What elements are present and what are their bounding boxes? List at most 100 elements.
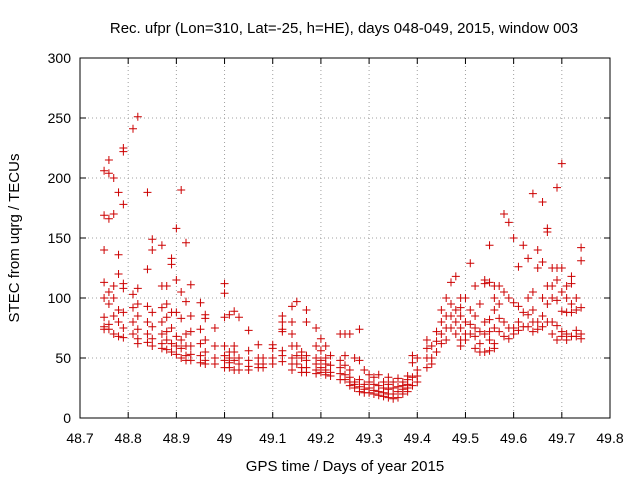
data-point bbox=[471, 312, 480, 320]
data-point bbox=[567, 272, 576, 281]
y-tick-label: 50 bbox=[55, 350, 71, 366]
data-point bbox=[471, 282, 480, 290]
data-point bbox=[456, 303, 465, 312]
data-point bbox=[210, 342, 219, 350]
data-point bbox=[162, 300, 171, 308]
data-point bbox=[548, 294, 557, 302]
data-point bbox=[509, 234, 518, 242]
data-point bbox=[557, 332, 566, 341]
data-point bbox=[408, 381, 417, 390]
data-point bbox=[577, 256, 586, 265]
data-point bbox=[350, 354, 359, 362]
data-point bbox=[567, 300, 576, 308]
data-point bbox=[524, 294, 533, 302]
data-point bbox=[129, 330, 137, 338]
data-point bbox=[543, 228, 552, 236]
data-point bbox=[321, 342, 330, 350]
x-tick-label: 49.1 bbox=[259, 430, 286, 446]
data-point bbox=[345, 330, 354, 338]
data-point bbox=[167, 324, 176, 332]
x-tick-label: 49.6 bbox=[500, 430, 527, 446]
data-point bbox=[172, 276, 181, 284]
data-point bbox=[437, 339, 446, 348]
data-point bbox=[538, 294, 547, 302]
data-point bbox=[509, 298, 518, 307]
data-point bbox=[394, 393, 402, 402]
data-point bbox=[196, 351, 205, 360]
data-point bbox=[480, 330, 489, 338]
data-point bbox=[129, 290, 137, 299]
data-point bbox=[302, 368, 311, 377]
data-point bbox=[230, 356, 239, 365]
data-point bbox=[451, 330, 460, 338]
data-point bbox=[451, 306, 460, 314]
data-point bbox=[447, 324, 455, 332]
data-point bbox=[350, 384, 359, 392]
data-point bbox=[288, 318, 296, 326]
data-point bbox=[572, 306, 581, 314]
data-point bbox=[485, 315, 494, 324]
data-point bbox=[182, 238, 190, 247]
data-point bbox=[177, 336, 186, 344]
data-point bbox=[254, 340, 263, 349]
data-point bbox=[302, 318, 311, 326]
data-point bbox=[475, 327, 484, 336]
data-point bbox=[572, 294, 581, 302]
data-point bbox=[143, 330, 152, 338]
x-tick-label: 49.3 bbox=[355, 430, 382, 446]
data-point bbox=[369, 390, 378, 398]
data-point bbox=[196, 339, 205, 348]
data-point bbox=[172, 342, 181, 350]
data-point bbox=[538, 198, 547, 206]
data-point bbox=[432, 327, 441, 336]
data-point bbox=[157, 303, 166, 312]
x-tick-label: 49 bbox=[217, 430, 233, 446]
data-point bbox=[157, 330, 166, 338]
data-point bbox=[148, 246, 157, 254]
data-point bbox=[432, 348, 441, 356]
data-point bbox=[316, 368, 325, 377]
data-point bbox=[562, 282, 571, 290]
data-point bbox=[220, 279, 229, 288]
data-point bbox=[143, 188, 152, 197]
data-point bbox=[365, 388, 374, 397]
data-point bbox=[528, 327, 537, 336]
data-point bbox=[336, 356, 345, 365]
data-point bbox=[485, 278, 494, 287]
data-point bbox=[471, 324, 480, 332]
data-point bbox=[475, 339, 484, 348]
data-point bbox=[312, 369, 321, 378]
data-point bbox=[355, 356, 364, 365]
data-point bbox=[355, 387, 364, 396]
data-point bbox=[133, 339, 142, 348]
data-point bbox=[148, 235, 157, 244]
x-tick-label: 48.7 bbox=[66, 430, 93, 446]
data-point bbox=[201, 348, 210, 356]
data-point bbox=[524, 322, 533, 331]
data-point bbox=[119, 308, 128, 317]
data-point bbox=[119, 200, 128, 209]
x-tick-label: 49.4 bbox=[404, 430, 431, 446]
data-point bbox=[577, 334, 586, 343]
data-point bbox=[177, 354, 186, 362]
data-point bbox=[104, 325, 113, 334]
data-point bbox=[235, 313, 243, 322]
data-point bbox=[567, 308, 576, 317]
data-point bbox=[292, 351, 301, 360]
data-point bbox=[157, 318, 166, 326]
data-point bbox=[100, 278, 109, 287]
data-point bbox=[100, 166, 109, 175]
data-point bbox=[196, 298, 205, 307]
data-point bbox=[447, 312, 455, 320]
data-point bbox=[316, 346, 325, 355]
data-point bbox=[524, 310, 533, 319]
data-point bbox=[475, 300, 484, 308]
data-point bbox=[133, 300, 142, 308]
data-point bbox=[442, 336, 451, 344]
data-point bbox=[514, 318, 523, 326]
data-point bbox=[398, 390, 407, 398]
data-point bbox=[196, 358, 205, 367]
y-axis-label: STEC from uqrg / TECUs bbox=[6, 154, 23, 323]
data-point bbox=[292, 342, 301, 350]
